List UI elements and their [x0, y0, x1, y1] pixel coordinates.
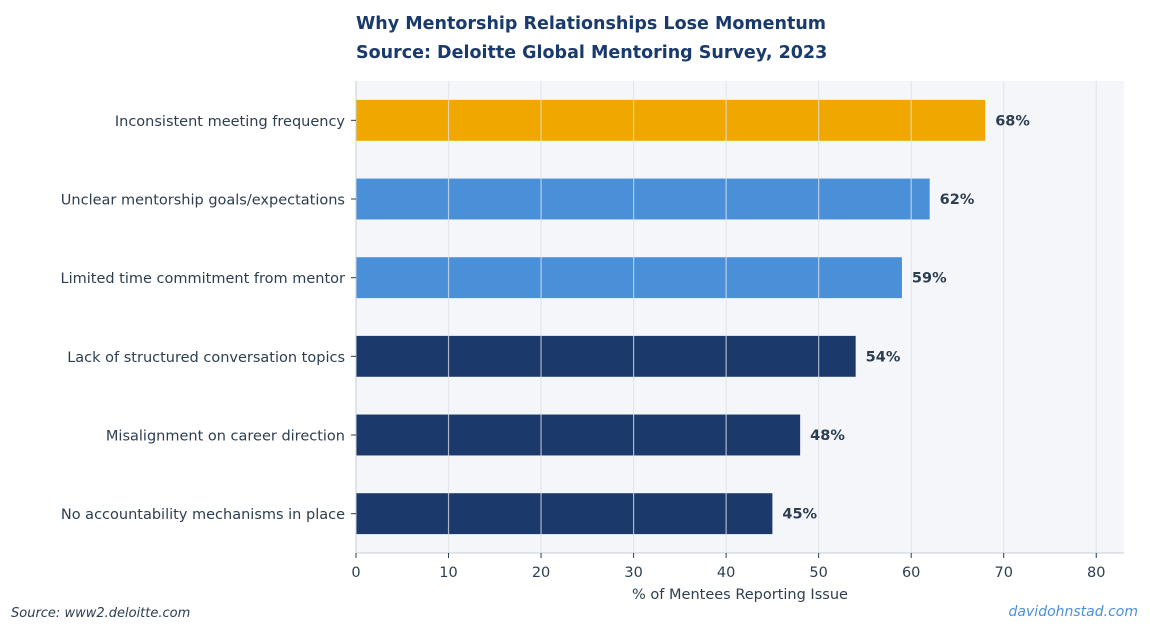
value-label: 48%: [810, 428, 845, 444]
x-tick-label: 80: [1087, 565, 1105, 581]
category-label: Unclear mentorship goals/expectations: [61, 193, 345, 209]
x-tick-label: 50: [809, 565, 827, 581]
category-label: No accountability mechanisms in place: [61, 507, 345, 523]
x-tick-label: 40: [717, 565, 735, 581]
value-label: 45%: [782, 507, 817, 523]
chart-title: Why Mentorship Relationships Lose Moment…: [356, 14, 827, 34]
bar: [356, 178, 930, 220]
x-tick-label: 10: [439, 565, 457, 581]
value-label: 54%: [866, 349, 901, 365]
x-axis-label: % of Mentees Reporting Issue: [632, 587, 848, 603]
x-tick-label: 60: [902, 565, 920, 581]
bar: [356, 335, 856, 377]
x-tick-label: 0: [351, 565, 360, 581]
bar: [356, 99, 986, 141]
source-note: Source: www2.deloitte.com: [11, 606, 191, 621]
chart-subtitle: Source: Deloitte Global Mentoring Survey…: [356, 43, 828, 63]
category-label: Misalignment on career direction: [106, 429, 345, 445]
bar: [356, 414, 801, 456]
category-label: Limited time commitment from mentor: [61, 271, 346, 287]
credit-link[interactable]: davidohnstad.com: [1008, 604, 1138, 620]
value-label: 62%: [940, 192, 975, 208]
plot-area: [356, 81, 1124, 553]
bar: [356, 493, 773, 535]
x-tick-label: 70: [994, 565, 1012, 581]
category-label: Inconsistent meeting frequency: [115, 114, 346, 130]
x-tick-label: 30: [624, 565, 642, 581]
category-label: Lack of structured conversation topics: [67, 350, 345, 366]
value-label: 59%: [912, 271, 947, 287]
bar: [356, 257, 902, 299]
chart-title-block: Why Mentorship Relationships Lose Moment…: [356, 10, 827, 68]
value-label: 68%: [995, 113, 1030, 129]
x-tick-label: 20: [532, 565, 550, 581]
